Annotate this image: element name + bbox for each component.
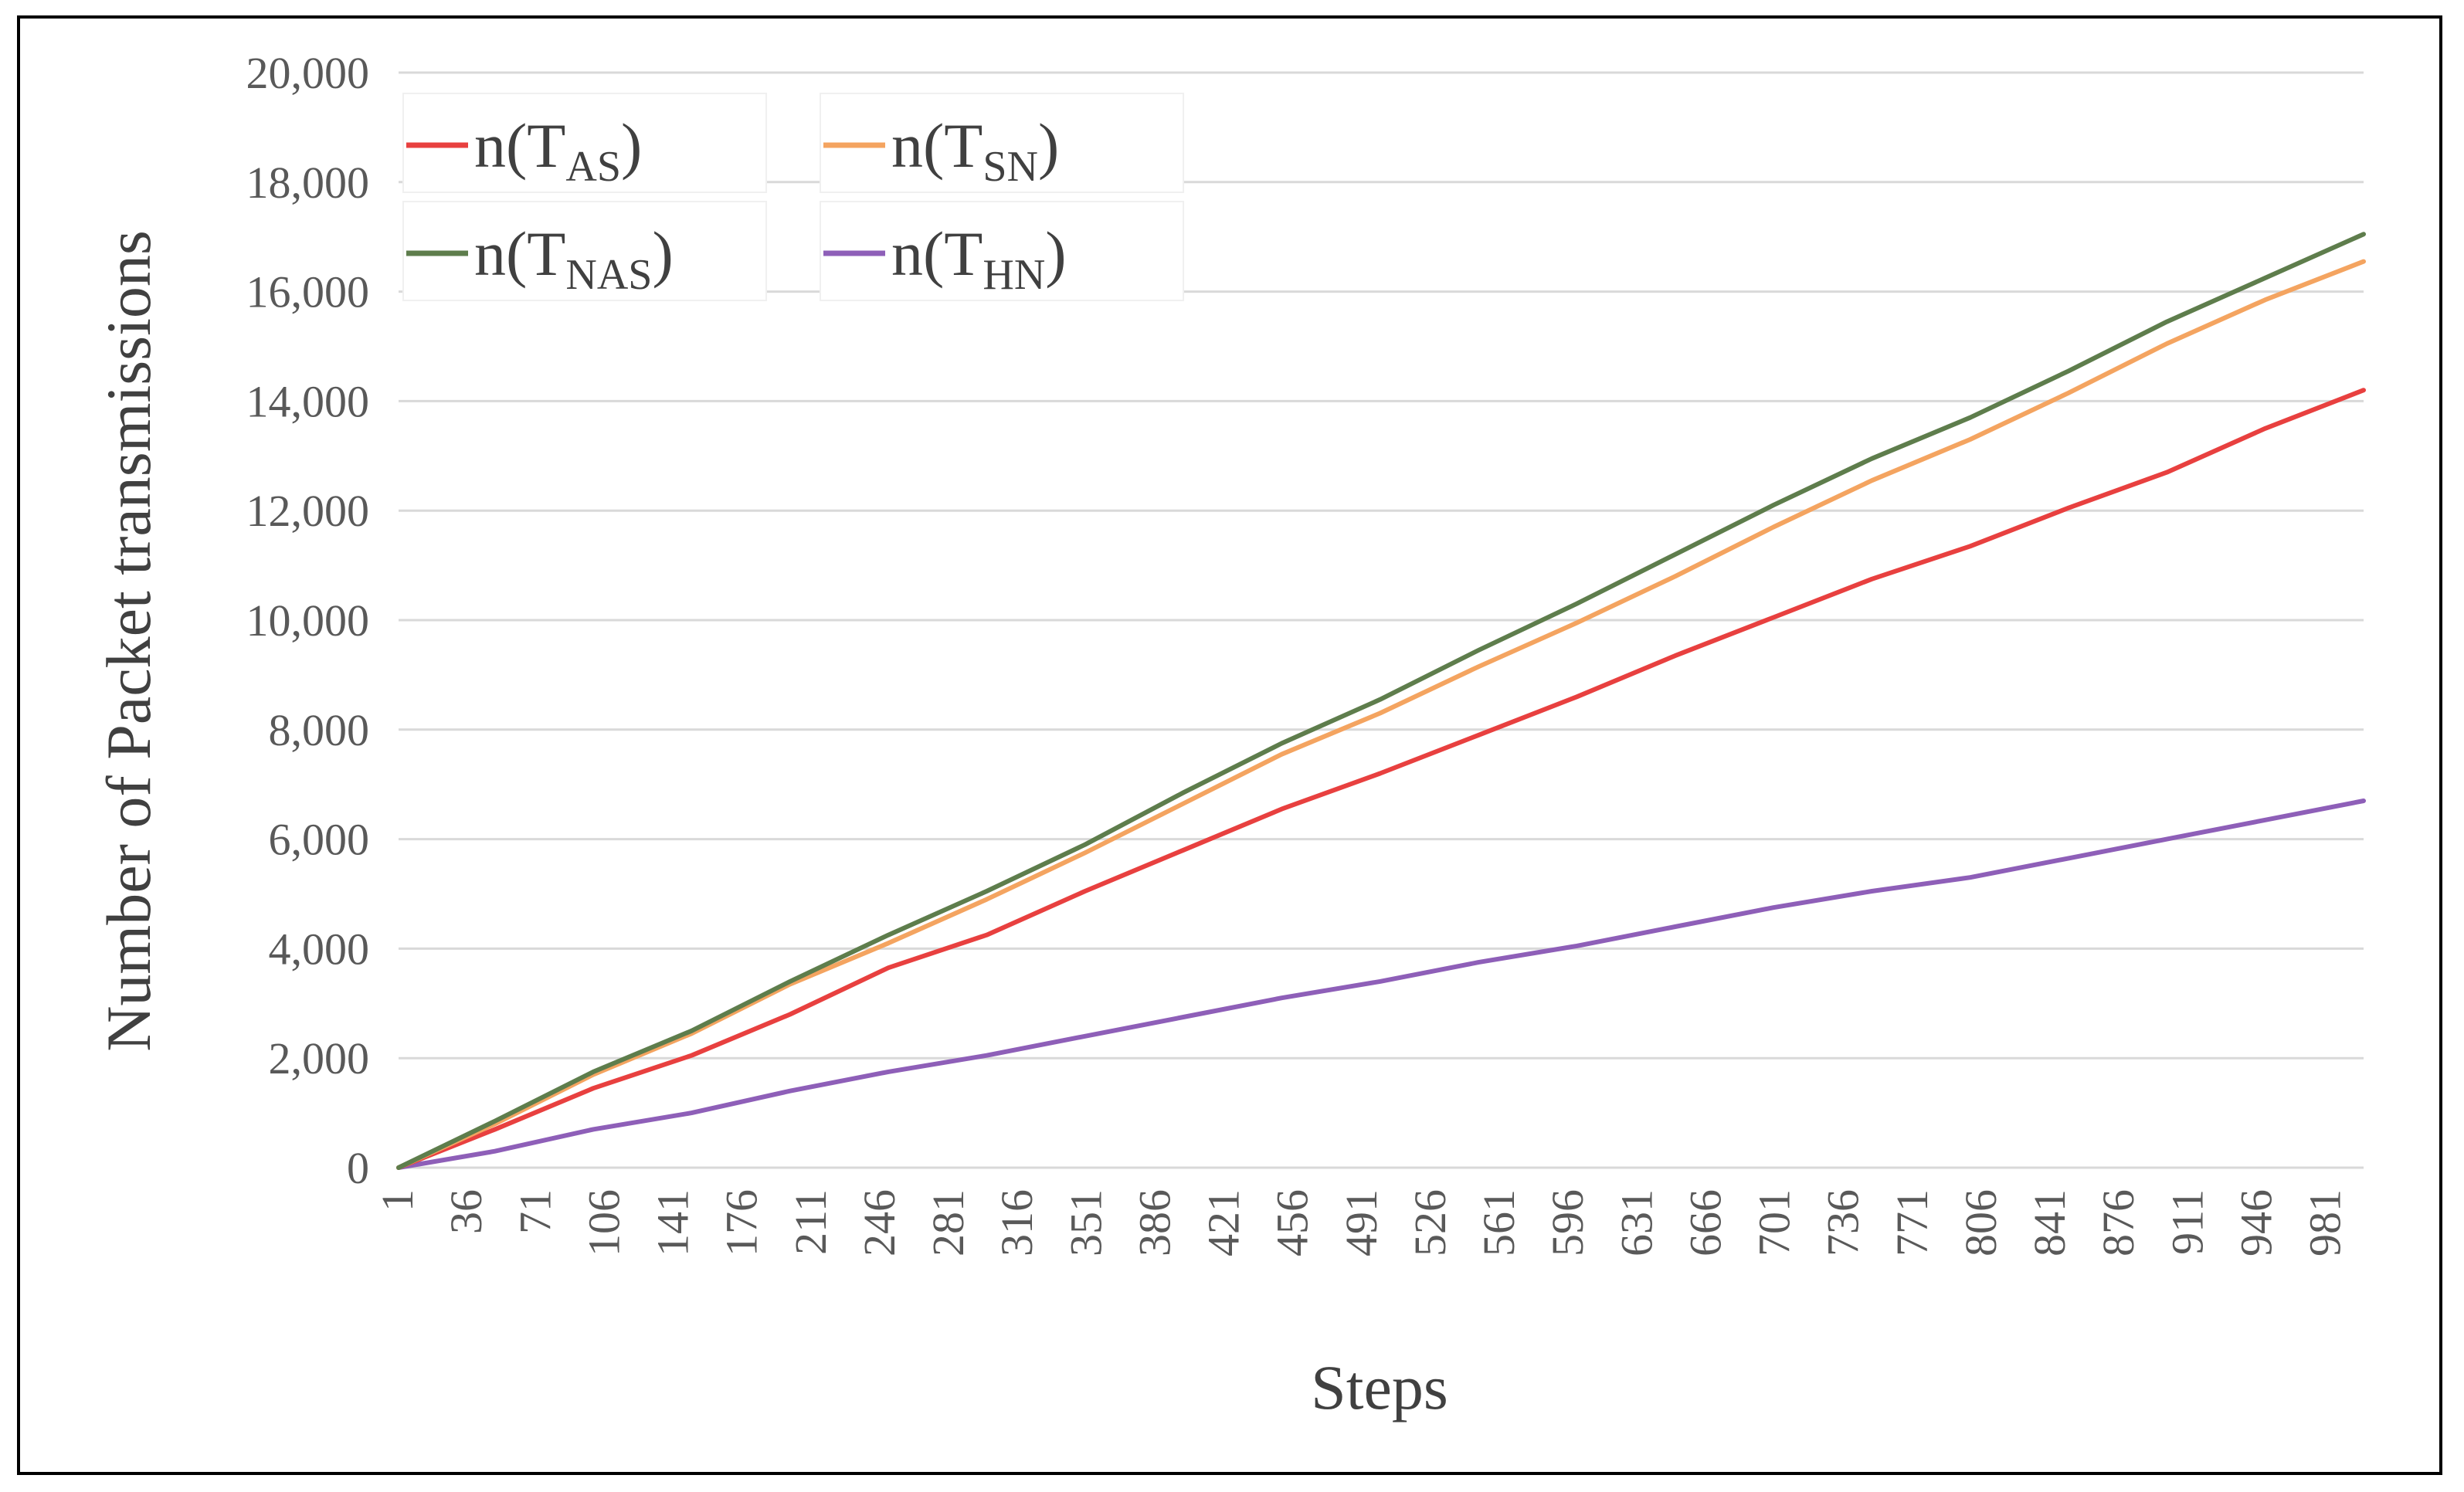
x-tick-label: 561 bbox=[1474, 1189, 1524, 1256]
y-tick-label: 6,000 bbox=[269, 815, 370, 865]
x-tick-label: 946 bbox=[2231, 1189, 2281, 1256]
y-tick-label: 12,000 bbox=[246, 486, 370, 536]
y-axis-title: Number of Packet transmissions bbox=[93, 230, 164, 1052]
y-axis-ticks: 0 2,000 4,000 6,000 8,000 10,000 12,000 14,000 1… bbox=[246, 48, 370, 1193]
series-lines bbox=[396, 232, 2366, 1170]
x-tick-label: 456 bbox=[1268, 1189, 1318, 1256]
legend-item-box bbox=[820, 93, 1184, 193]
x-tick-label: 911 bbox=[2162, 1189, 2212, 1255]
series-line-nas bbox=[396, 232, 2366, 1170]
series-line-hn bbox=[396, 799, 2366, 1170]
y-tick-label: 20,000 bbox=[246, 48, 370, 98]
y-tick-label: 18,000 bbox=[246, 158, 370, 208]
legend-label: n(TNAS) bbox=[474, 219, 674, 299]
legend-label: n(TSN) bbox=[891, 110, 1059, 191]
x-tick-label: 526 bbox=[1405, 1189, 1455, 1256]
x-tick-label: 666 bbox=[1680, 1189, 1730, 1256]
legend-item-sn: n(TSN) bbox=[820, 93, 1184, 193]
x-tick-label: 246 bbox=[854, 1189, 904, 1256]
x-tick-label: 281 bbox=[923, 1189, 973, 1256]
x-tick-label: 316 bbox=[992, 1189, 1042, 1256]
legend: n(TAS) n(TSN) n(TNAS) n(THN) bbox=[402, 93, 1184, 301]
x-tick-label: 701 bbox=[1750, 1189, 1800, 1256]
x-tick-label: 176 bbox=[717, 1189, 767, 1256]
x-tick-label: 981 bbox=[2300, 1189, 2350, 1256]
x-tick-label: 876 bbox=[2093, 1189, 2143, 1256]
x-axis-ticks: 1 36 71 106 141 176 211 246 281 316 351 386 421 456 49… bbox=[372, 1189, 2350, 1256]
x-tick-label: 1 bbox=[372, 1189, 423, 1212]
y-tick-label: 8,000 bbox=[269, 705, 370, 755]
legend-item-hn: n(THN) bbox=[820, 201, 1184, 301]
legend-label: n(TAS) bbox=[474, 110, 642, 191]
gridlines bbox=[399, 71, 2364, 1169]
x-tick-label: 211 bbox=[786, 1189, 836, 1255]
x-tick-label: 596 bbox=[1543, 1189, 1593, 1256]
series-line-as bbox=[396, 388, 2366, 1170]
x-tick-label: 141 bbox=[648, 1189, 698, 1256]
y-tick-label: 0 bbox=[347, 1143, 369, 1193]
x-tick-label: 106 bbox=[579, 1189, 629, 1256]
x-tick-label: 421 bbox=[1199, 1189, 1249, 1256]
x-tick-label: 491 bbox=[1336, 1189, 1386, 1256]
x-tick-label: 771 bbox=[1887, 1189, 1937, 1256]
x-axis-title: Steps bbox=[1311, 1352, 1448, 1422]
y-tick-label: 10,000 bbox=[246, 595, 370, 646]
x-tick-label: 351 bbox=[1061, 1189, 1111, 1256]
series-line-sn bbox=[396, 259, 2366, 1170]
x-tick-label: 736 bbox=[1818, 1189, 1868, 1256]
x-tick-label: 631 bbox=[1611, 1189, 1661, 1256]
legend-label: n(THN) bbox=[891, 219, 1067, 299]
x-tick-label: 841 bbox=[2024, 1189, 2075, 1256]
x-tick-label: 806 bbox=[1956, 1189, 2006, 1256]
y-tick-label: 2,000 bbox=[269, 1033, 370, 1083]
x-tick-label: 36 bbox=[441, 1189, 491, 1234]
y-tick-label: 14,000 bbox=[246, 376, 370, 426]
line-chart: 0 2,000 4,000 6,000 8,000 10,000 12,000 14,000 1… bbox=[93, 48, 2366, 1422]
x-tick-label: 386 bbox=[1129, 1189, 1179, 1256]
legend-item-as: n(TAS) bbox=[402, 93, 767, 193]
x-tick-label: 71 bbox=[510, 1189, 560, 1234]
chart-frame: 0 2,000 4,000 6,000 8,000 10,000 12,000 14,000 1… bbox=[17, 15, 2442, 1475]
y-tick-label: 4,000 bbox=[269, 924, 370, 974]
legend-item-nas: n(TNAS) bbox=[402, 201, 767, 301]
y-tick-label: 16,000 bbox=[246, 267, 370, 317]
